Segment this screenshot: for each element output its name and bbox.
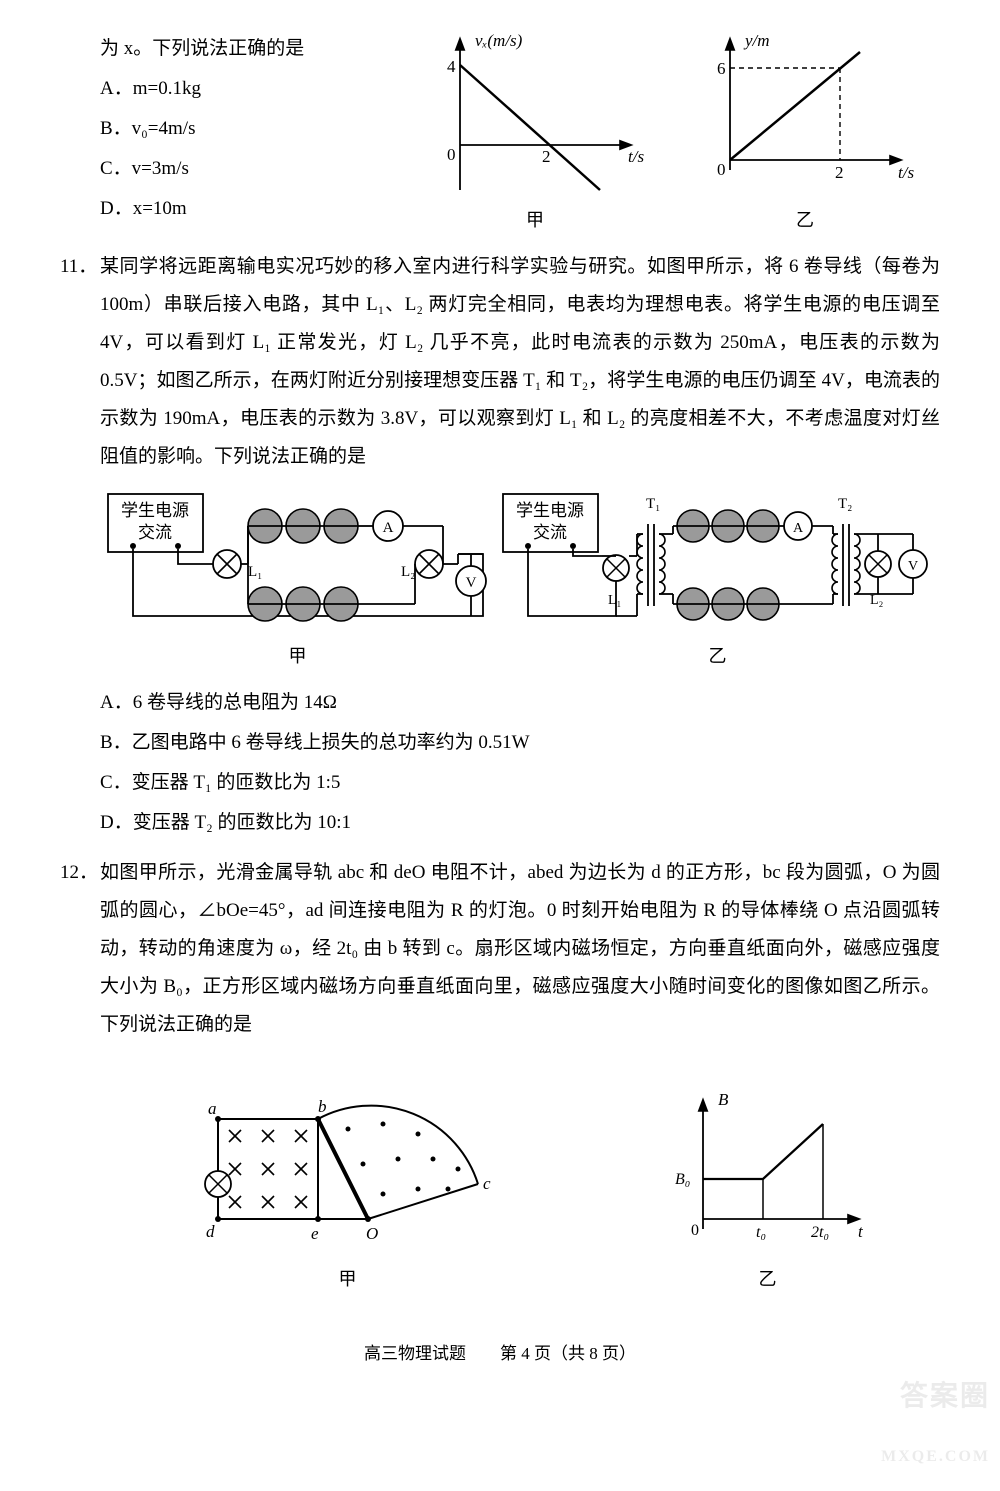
- svg-text:V: V: [465, 575, 476, 591]
- q11-opt-d: D．变压器 T₂ 的匝数比为 10:1: [100, 804, 940, 842]
- svg-text:A: A: [382, 520, 393, 536]
- q10-graph-1: 4 0 2 vₓ(m/s) t/s 甲: [420, 30, 650, 238]
- q10-opt-a: A．m=0.1kg: [100, 70, 400, 108]
- q12-figs: a b c d e O 甲: [100, 1069, 940, 1297]
- q11-opt-c: C．变压器 T₁ 的匝数比为 1:5: [100, 764, 940, 802]
- svg-text:2: 2: [542, 147, 551, 166]
- q11-block: 11． 某同学将远距离输电实况巧妙的移入室内进行科学实验与研究。如图甲所示，将 …: [60, 248, 940, 844]
- q10-opt-c: C．v=3m/s: [100, 150, 400, 188]
- q10-graphs: 4 0 2 vₓ(m/s) t/s 甲: [400, 30, 940, 238]
- q10-block: 为 x。下列说法正确的是 A．m=0.1kg B．v₀=4m/s C．v=3m/…: [60, 30, 940, 238]
- q12-fig-1: a b c d e O 甲: [168, 1069, 528, 1297]
- q12-fig-2: B₀ 0 t₀ 2t₀ B t 乙: [663, 1089, 873, 1297]
- svg-text:学生电源: 学生电源: [121, 501, 189, 520]
- svg-text:t/s: t/s: [628, 147, 644, 166]
- q12-num: 12．: [60, 854, 100, 1307]
- svg-text:e: e: [311, 1224, 319, 1243]
- q12-f2-caption: 乙: [663, 1261, 873, 1297]
- q12-f1-caption: 甲: [168, 1261, 528, 1297]
- svg-text:L₁: L₁: [608, 593, 621, 608]
- q11-para: 某同学将远距离输电实况巧妙的移入室内进行科学实验与研究。如图甲所示，将 6 卷导…: [100, 248, 940, 476]
- q11-circuit-1: 学生电源 交流 L₁: [103, 486, 493, 674]
- q11-opt-a: A．6 卷导线的总电阻为 14Ω: [100, 684, 940, 722]
- svg-text:A: A: [792, 521, 803, 536]
- q10-graph-2: 6 0 2 y/m t/s 乙: [690, 30, 920, 238]
- svg-text:2t₀: 2t₀: [811, 1224, 829, 1241]
- q11-c2-caption: 乙: [498, 638, 938, 674]
- svg-text:B: B: [718, 1090, 729, 1109]
- svg-text:V: V: [907, 559, 917, 574]
- svg-text:t₀: t₀: [756, 1224, 766, 1241]
- svg-text:交流: 交流: [533, 523, 567, 542]
- svg-text:4: 4: [447, 57, 456, 76]
- q10-text: 为 x。下列说法正确的是 A．m=0.1kg B．v₀=4m/s C．v=3m/…: [60, 30, 400, 230]
- svg-text:vₓ(m/s): vₓ(m/s): [475, 31, 523, 50]
- svg-text:0: 0: [447, 145, 456, 164]
- q11-opt-b: B．乙图电路中 6 卷导线上损失的总功率约为 0.51W: [100, 724, 940, 762]
- q10-opt-d: D．x=10m: [100, 190, 400, 228]
- watermark: 答案圈 MXQE.COM: [881, 1369, 990, 1481]
- svg-text:L₂: L₂: [870, 593, 884, 608]
- q12-para: 如图甲所示，光滑金属导轨 abc 和 deO 电阻不计，abed 为边长为 d …: [100, 854, 940, 1044]
- svg-text:交流: 交流: [138, 523, 172, 542]
- watermark-l1: 答案圈: [900, 1381, 990, 1412]
- svg-text:L₂: L₂: [401, 564, 415, 580]
- q10-opt-b: B．v₀=4m/s: [100, 110, 400, 148]
- svg-text:t/s: t/s: [898, 163, 914, 182]
- svg-text:0: 0: [691, 1222, 699, 1239]
- svg-text:d: d: [206, 1222, 215, 1241]
- svg-text:y/m: y/m: [743, 31, 770, 50]
- page-footer: 高三物理试题 第 4 页（共 8 页）: [60, 1337, 940, 1371]
- svg-text:0: 0: [717, 160, 726, 179]
- svg-text:T₂: T₂: [838, 496, 852, 512]
- q11-c1-caption: 甲: [103, 638, 493, 674]
- svg-text:T₁: T₁: [646, 496, 660, 512]
- svg-text:B₀: B₀: [675, 1171, 690, 1188]
- svg-text:b: b: [318, 1097, 327, 1116]
- watermark-l2: MXQE.COM: [881, 1448, 990, 1465]
- svg-text:6: 6: [717, 59, 726, 78]
- q11-num: 11．: [60, 248, 100, 844]
- svg-text:a: a: [208, 1099, 217, 1118]
- svg-text:t: t: [858, 1222, 864, 1241]
- q10-g1-caption: 甲: [420, 202, 650, 238]
- q10-stem: 为 x。下列说法正确的是: [100, 30, 400, 68]
- q10-g2-caption: 乙: [690, 202, 920, 238]
- svg-text:L₁: L₁: [248, 564, 262, 580]
- svg-text:O: O: [366, 1224, 378, 1243]
- q11-circuit-2: 学生电源 交流 L₁ T₁: [498, 486, 938, 674]
- q11-figs: 学生电源 交流 L₁: [100, 486, 940, 674]
- svg-text:2: 2: [835, 163, 844, 182]
- svg-text:学生电源: 学生电源: [516, 501, 584, 520]
- svg-text:c: c: [483, 1174, 491, 1193]
- q12-block: 12． 如图甲所示，光滑金属导轨 abc 和 deO 电阻不计，abed 为边长…: [60, 854, 940, 1307]
